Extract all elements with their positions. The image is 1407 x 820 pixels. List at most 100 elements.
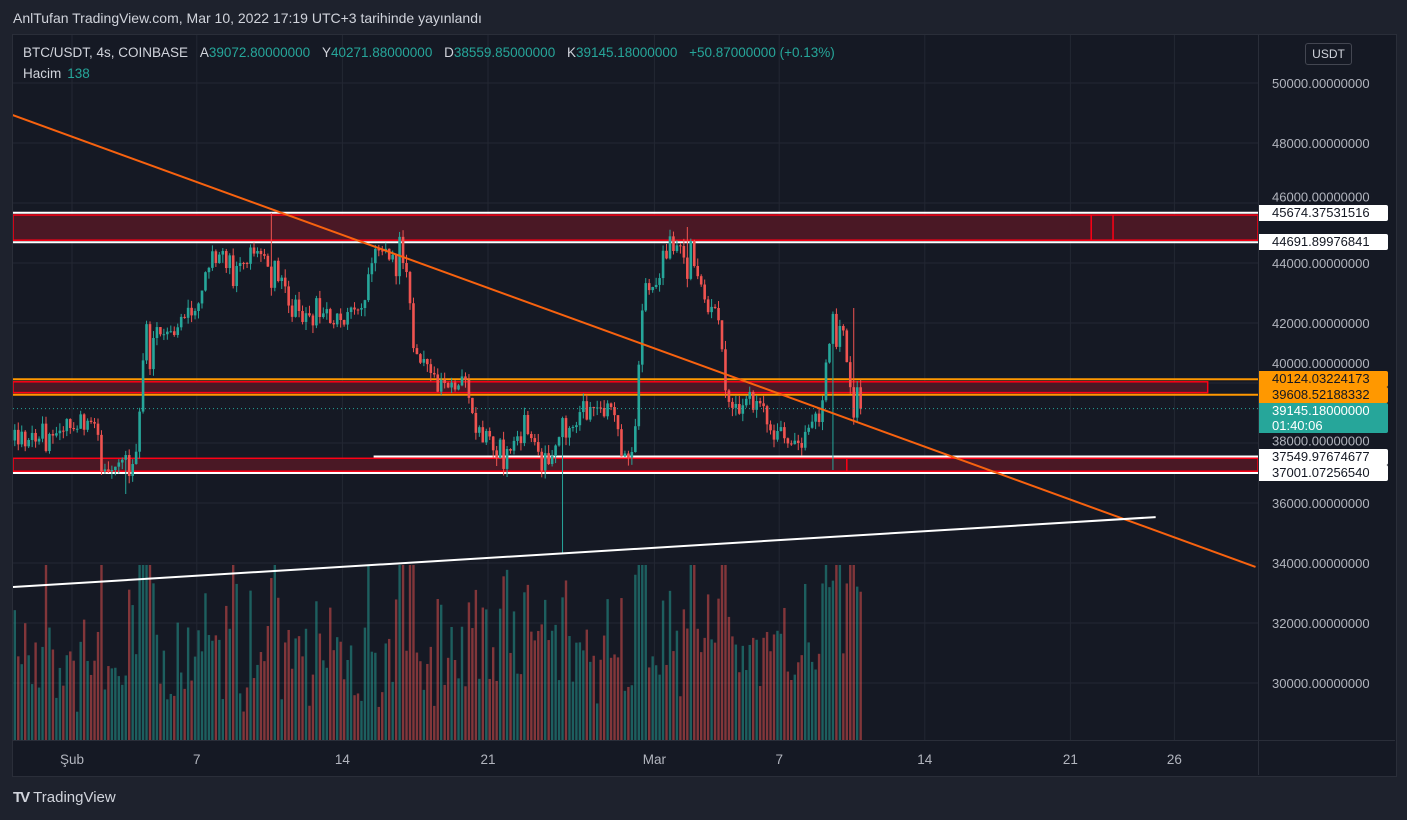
candle-body[interactable]: [68, 419, 72, 428]
candle-body[interactable]: [644, 283, 648, 311]
candle-body[interactable]: [519, 436, 523, 444]
candle-body[interactable]: [651, 287, 654, 291]
candle-body[interactable]: [776, 431, 779, 440]
candle-body[interactable]: [478, 427, 481, 433]
candle-body[interactable]: [859, 387, 862, 409]
candle-body[interactable]: [86, 420, 89, 430]
symbol-info[interactable]: BTC/USDT, 4s, COINBASE: [23, 45, 189, 60]
candle-body[interactable]: [585, 401, 589, 420]
candle-body[interactable]: [23, 431, 27, 447]
candle-body[interactable]: [630, 452, 634, 458]
candle-body[interactable]: [360, 308, 363, 310]
candle-body[interactable]: [34, 432, 37, 442]
candle-body[interactable]: [509, 449, 512, 451]
candle-body[interactable]: [582, 401, 585, 413]
candle-body[interactable]: [540, 451, 544, 471]
candle-body[interactable]: [706, 299, 710, 313]
candle-body[interactable]: [502, 439, 505, 469]
candle-body[interactable]: [211, 251, 214, 268]
candle-body[interactable]: [145, 324, 148, 361]
candle-body[interactable]: [526, 414, 530, 434]
candle-body[interactable]: [405, 263, 408, 273]
zone-bot-box[interactable]: [13, 457, 1258, 472]
candle-body[interactable]: [575, 425, 578, 428]
candle-body[interactable]: [270, 266, 273, 288]
candle-body[interactable]: [634, 426, 637, 452]
candle-body[interactable]: [117, 462, 121, 467]
candle-body[interactable]: [141, 360, 145, 412]
candle-body[interactable]: [41, 423, 44, 439]
zone-mid-box[interactable]: [13, 381, 1209, 394]
candle-body[interactable]: [686, 257, 689, 279]
candle-body[interactable]: [138, 411, 141, 452]
candle-body[interactable]: [460, 376, 464, 386]
candle-body[interactable]: [554, 445, 557, 456]
candle-body[interactable]: [235, 266, 238, 287]
candle-body[interactable]: [30, 432, 34, 440]
candle-body[interactable]: [256, 251, 259, 254]
candle-body[interactable]: [273, 260, 277, 288]
candle-body[interactable]: [218, 254, 221, 263]
candle-body[interactable]: [79, 414, 82, 429]
candle-body[interactable]: [432, 372, 436, 375]
candle-body[interactable]: [280, 277, 284, 281]
candle-body[interactable]: [245, 262, 249, 264]
candle-body[interactable]: [72, 428, 76, 430]
candle-body[interactable]: [221, 251, 225, 255]
candle-body[interactable]: [842, 326, 845, 331]
candle-body[interactable]: [765, 406, 769, 425]
candle-body[interactable]: [835, 313, 838, 347]
candle-body[interactable]: [731, 401, 734, 408]
candle-body[interactable]: [543, 453, 547, 471]
candle-body[interactable]: [654, 284, 658, 287]
candle-body[interactable]: [547, 453, 550, 464]
candle-body[interactable]: [536, 442, 540, 452]
candle-body[interactable]: [800, 443, 804, 448]
candle-body[interactable]: [568, 428, 571, 438]
candle-body[interactable]: [616, 415, 620, 430]
candle-body[interactable]: [738, 404, 741, 414]
candle-body[interactable]: [342, 320, 346, 325]
candle-body[interactable]: [505, 449, 509, 469]
candle-body[interactable]: [332, 323, 336, 325]
candle-body[interactable]: [699, 276, 703, 285]
downtrend-line[interactable]: [13, 114, 1256, 568]
candle-body[interactable]: [200, 290, 204, 304]
candle-body[interactable]: [665, 250, 668, 259]
volume-label[interactable]: Hacim: [23, 66, 62, 81]
candle-body[interactable]: [762, 403, 765, 407]
candle-body[interactable]: [627, 453, 630, 458]
candle-body[interactable]: [367, 274, 370, 301]
candle-body[interactable]: [186, 307, 190, 318]
candle-body[interactable]: [623, 453, 627, 457]
candle-body[interactable]: [422, 359, 426, 363]
candle-body[interactable]: [533, 438, 537, 443]
candle-body[interactable]: [696, 266, 700, 277]
candle-body[interactable]: [394, 254, 398, 277]
candle-body[interactable]: [488, 431, 492, 437]
candle-body[interactable]: [114, 466, 117, 470]
candle-body[interactable]: [55, 433, 58, 436]
candle-body[interactable]: [446, 383, 450, 388]
candle-body[interactable]: [453, 382, 457, 390]
candle-body[interactable]: [401, 236, 405, 263]
candle-body[interactable]: [308, 313, 311, 316]
candle-body[interactable]: [374, 248, 377, 264]
candle-body[interactable]: [297, 299, 301, 311]
candle-body[interactable]: [516, 436, 519, 441]
candle-body[interactable]: [658, 278, 661, 285]
candle-body[interactable]: [491, 436, 495, 451]
candle-body[interactable]: [724, 349, 727, 391]
uptrend-support-line[interactable]: [13, 516, 1156, 588]
candle-body[interactable]: [304, 313, 308, 322]
candle-body[interactable]: [855, 387, 859, 418]
candle-body[interactable]: [474, 412, 478, 433]
candle-body[interactable]: [758, 401, 762, 404]
candle-body[interactable]: [720, 320, 724, 350]
candle-body[interactable]: [495, 450, 498, 459]
candle-body[interactable]: [370, 263, 374, 275]
candle-body[interactable]: [426, 359, 429, 365]
candle-body[interactable]: [831, 313, 835, 344]
candle-body[interactable]: [162, 334, 166, 336]
candle-body[interactable]: [318, 298, 322, 317]
